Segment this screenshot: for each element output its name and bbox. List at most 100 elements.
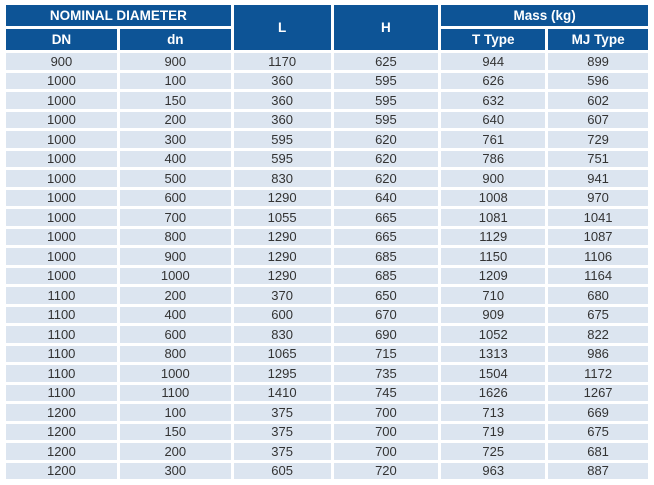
table-row: 1200 100 375 700 713 669 (6, 404, 648, 421)
cell: 1081 (441, 209, 546, 226)
cell: 1209 (441, 267, 546, 284)
table-row: 1100 800 1065 715 1313 986 (6, 345, 648, 362)
cell: 595 (333, 92, 439, 109)
table-row: 1200 300 605 720 963 887 (6, 462, 648, 479)
table-row: 1000 600 1290 640 1008 970 (6, 189, 648, 206)
cell: 1000 (6, 150, 117, 167)
cell: 1290 (233, 248, 331, 265)
cell: 1267 (548, 384, 648, 401)
cell: 941 (548, 170, 648, 187)
table-row: 1000 200 360 595 640 607 (6, 111, 648, 128)
cell: 1000 (6, 267, 117, 284)
cell: 887 (548, 462, 648, 479)
header-row-sub: DN dn T Type MJ Type (6, 29, 648, 50)
cell: 900 (6, 53, 117, 70)
cell: 375 (233, 423, 331, 440)
header-dn: DN (6, 29, 117, 50)
cell: 900 (441, 170, 546, 187)
cell: 607 (548, 111, 648, 128)
table-row: 1000 500 830 620 900 941 (6, 170, 648, 187)
header-t-type: T Type (441, 29, 546, 50)
cell: 986 (548, 345, 648, 362)
cell: 786 (441, 150, 546, 167)
header-nominal-diameter: NOMINAL DIAMETER (6, 5, 231, 26)
cell: 100 (119, 72, 231, 89)
cell: 830 (233, 170, 331, 187)
cell: 963 (441, 462, 546, 479)
table-body: 900 900 1170 625 944 899 1000 100 360 595 626 596 10… (6, 53, 648, 479)
cell: 600 (233, 306, 331, 323)
cell: 1100 (6, 306, 117, 323)
cell: 625 (333, 53, 439, 70)
cell: 150 (119, 92, 231, 109)
cell: 735 (333, 365, 439, 382)
table-row: 1000 400 595 620 786 751 (6, 150, 648, 167)
cell: 360 (233, 111, 331, 128)
table-row: 1100 400 600 670 909 675 (6, 306, 648, 323)
header-l: L (233, 5, 331, 50)
cell: 1000 (6, 72, 117, 89)
header-dn-small: dn (119, 29, 231, 50)
cell: 300 (119, 462, 231, 479)
cell: 690 (333, 326, 439, 343)
cell: 1000 (6, 248, 117, 265)
cell: 370 (233, 287, 331, 304)
table-row: 900 900 1170 625 944 899 (6, 53, 648, 70)
table-row: 1000 300 595 620 761 729 (6, 131, 648, 148)
cell: 360 (233, 92, 331, 109)
table-row: 1100 200 370 650 710 680 (6, 287, 648, 304)
cell: 1410 (233, 384, 331, 401)
cell: 729 (548, 131, 648, 148)
cell: 400 (119, 150, 231, 167)
cell: 970 (548, 189, 648, 206)
cell: 713 (441, 404, 546, 421)
cell: 200 (119, 287, 231, 304)
table-row: 1000 700 1055 665 1081 1041 (6, 209, 648, 226)
cell: 680 (548, 287, 648, 304)
cell: 830 (233, 326, 331, 343)
cell: 360 (233, 72, 331, 89)
cell: 675 (548, 306, 648, 323)
cell: 1008 (441, 189, 546, 206)
cell: 1200 (6, 423, 117, 440)
table-row: 1000 150 360 595 632 602 (6, 92, 648, 109)
cell: 1106 (548, 248, 648, 265)
cell: 1100 (6, 384, 117, 401)
cell: 900 (119, 248, 231, 265)
cell: 675 (548, 423, 648, 440)
cell: 1100 (6, 345, 117, 362)
cell: 632 (441, 92, 546, 109)
cell: 626 (441, 72, 546, 89)
cell: 1170 (233, 53, 331, 70)
cell: 596 (548, 72, 648, 89)
header-row-top: NOMINAL DIAMETER L H Mass (kg) (6, 5, 648, 50)
cell: 1172 (548, 365, 648, 382)
cell: 620 (333, 170, 439, 187)
cell: 602 (548, 92, 648, 109)
cell: 1000 (6, 189, 117, 206)
cell: 1626 (441, 384, 546, 401)
cell: 715 (333, 345, 439, 362)
cell: 1087 (548, 228, 648, 245)
cell: 1000 (6, 170, 117, 187)
header-mass: Mass (kg) (441, 5, 648, 26)
cell: 1150 (441, 248, 546, 265)
cell: 725 (441, 443, 546, 460)
cell: 900 (119, 53, 231, 70)
cell: 751 (548, 150, 648, 167)
cell: 719 (441, 423, 546, 440)
cell: 800 (119, 228, 231, 245)
cell: 700 (119, 209, 231, 226)
cell: 1055 (233, 209, 331, 226)
cell: 620 (333, 150, 439, 167)
cell: 595 (233, 150, 331, 167)
cell: 1100 (119, 384, 231, 401)
cell: 1000 (6, 209, 117, 226)
cell: 200 (119, 111, 231, 128)
cell: 1065 (233, 345, 331, 362)
cell: 1129 (441, 228, 546, 245)
cell: 640 (441, 111, 546, 128)
table-row: 1000 1000 1290 685 1209 1164 (6, 267, 648, 284)
cell: 909 (441, 306, 546, 323)
cell: 400 (119, 306, 231, 323)
